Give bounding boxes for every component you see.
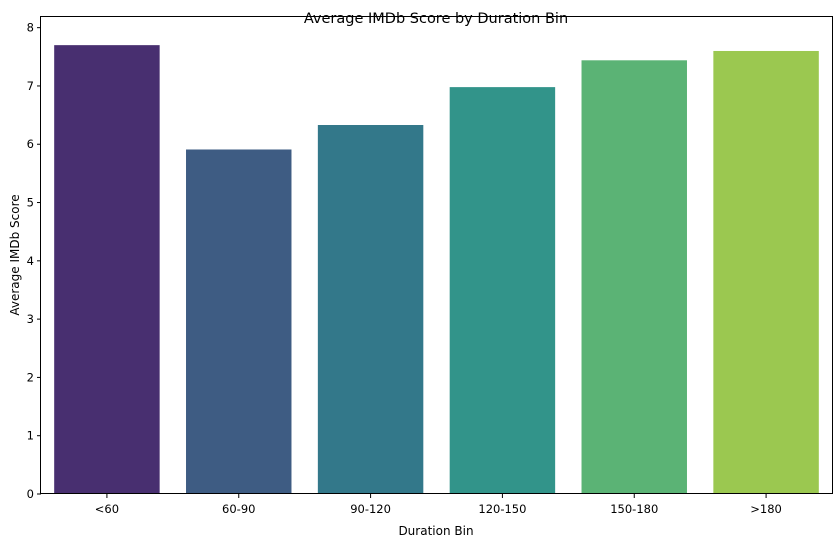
y-tick-label-8: 8 [27, 21, 34, 35]
y-tick-label-5: 5 [27, 196, 34, 210]
y-tick-label-7: 7 [27, 79, 34, 93]
x-axis-label: Duration Bin [398, 524, 473, 538]
x-tick-label-2: 90-120 [350, 502, 391, 516]
bar-4 [581, 60, 687, 495]
x-tick-label-0: <60 [95, 502, 119, 516]
bar-0 [54, 45, 160, 495]
x-tick-label-1: 60-90 [222, 502, 255, 516]
x-tick-label-5: >180 [750, 502, 782, 516]
bar-5 [713, 50, 819, 494]
x-axis: <60 60-90 90-120 120-150 150-180 >180 [95, 494, 782, 516]
x-tick-label-4: 150-180 [610, 502, 658, 516]
y-tick-label-4: 4 [27, 254, 34, 268]
bar-1 [186, 149, 292, 495]
y-axis-label: Average IMDb Score [8, 194, 22, 315]
y-tick-label-1: 1 [27, 429, 34, 443]
y-axis: 0 1 2 3 4 5 6 7 8 [27, 21, 41, 501]
bar-2 [317, 125, 424, 494]
y-tick-label-0: 0 [27, 487, 34, 501]
y-tick-label-6: 6 [27, 137, 34, 151]
y-tick-label-3: 3 [27, 312, 34, 326]
x-tick-label-3: 120-150 [478, 502, 526, 516]
chart-title: Average IMDb Score by Duration Bin [304, 11, 568, 27]
bar-3 [449, 87, 556, 495]
y-tick-label-2: 2 [27, 370, 34, 384]
bars-group [54, 45, 819, 495]
